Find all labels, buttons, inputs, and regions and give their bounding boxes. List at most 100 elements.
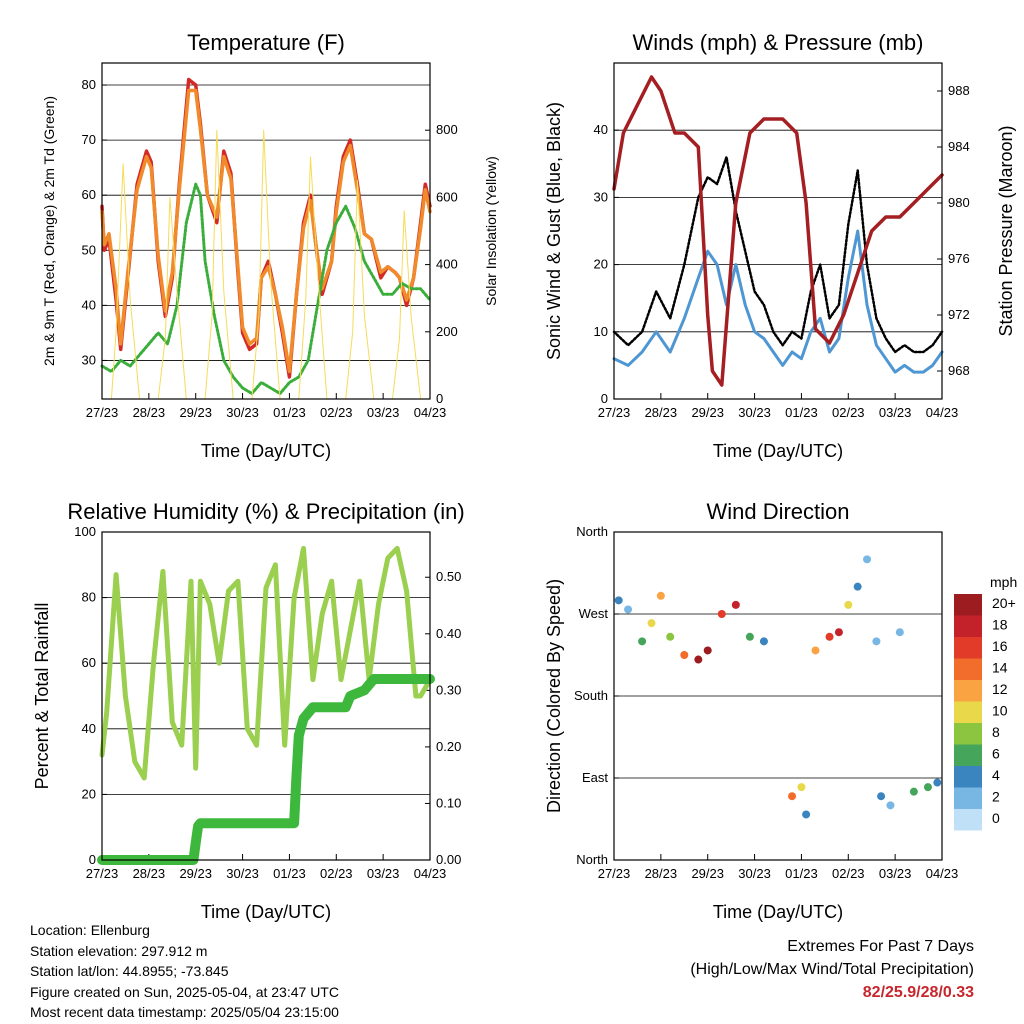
series-td	[100, 182, 432, 395]
wind-point	[680, 651, 689, 659]
legend-swatch	[954, 658, 982, 680]
wind-point	[788, 792, 797, 801]
legend-swatch	[954, 766, 982, 788]
panel-title: Temperature (F)	[187, 30, 345, 55]
y-tick-label: South	[574, 688, 608, 703]
x-tick-label: 04/23	[414, 405, 447, 420]
legend-swatch	[954, 680, 982, 702]
x-tick-label: 28/23	[133, 866, 166, 881]
legend-swatch	[954, 594, 982, 616]
y-tick-label: 80	[82, 77, 96, 92]
wind-point	[802, 810, 811, 819]
x-tick-label: 01/23	[785, 405, 818, 420]
x-tick-label: 02/23	[320, 405, 353, 420]
wind-point	[759, 637, 768, 646]
plot-frame	[101, 62, 431, 400]
y-tick-label: 30	[594, 189, 608, 204]
x-tick-label: 29/23	[179, 405, 212, 420]
extremes-subtitle: (High/Low/Max Wind/Total Precipitation)	[690, 961, 974, 978]
y-tick-label: 10	[594, 324, 608, 339]
y2-axis-label: Station Pressure (Maroon)	[996, 125, 1016, 336]
x-tick-label: 01/23	[785, 866, 818, 881]
plot-frame	[613, 62, 943, 400]
legend-swatch	[954, 637, 982, 659]
y2-tick-label: 0.00	[436, 852, 461, 867]
wind-point	[666, 632, 675, 641]
x-tick-label: 30/23	[226, 405, 259, 420]
wind-point	[656, 591, 665, 600]
x-tick-label: 28/23	[645, 405, 678, 420]
wind-point	[731, 600, 740, 609]
y-tick-label: 80	[82, 590, 96, 605]
y2-tick-label: 972	[948, 307, 970, 322]
panel-title: Wind Direction	[706, 499, 849, 524]
legend-label: 18	[992, 617, 1008, 633]
legend-label: 2	[992, 789, 1000, 805]
series-pressure	[612, 75, 944, 387]
wind-point	[923, 783, 932, 792]
legend-label: 12	[992, 681, 1008, 697]
wind-point	[825, 632, 834, 641]
x-tick-label: 04/23	[926, 866, 959, 881]
extremes-values: 82/25.9/28/0.33	[862, 984, 974, 1001]
y-tick-label: North	[576, 852, 608, 867]
extremes-box: Extremes For Past 7 Days (High/Low/Max W…	[690, 935, 974, 1004]
y-tick-label: 0	[601, 391, 608, 406]
x-tick-label: 27/23	[86, 866, 119, 881]
wind-point	[877, 792, 886, 801]
station-elevation: Station elevation: 297.912 m	[30, 942, 208, 959]
x-tick-label: 02/23	[832, 866, 865, 881]
x-tick-label: 27/23	[86, 405, 119, 420]
wind-point	[909, 787, 918, 796]
x-tick-label: 27/23	[598, 866, 631, 881]
y2-tick-label: 984	[948, 139, 970, 154]
wind-point	[717, 610, 726, 618]
y-tick-label: 20	[594, 257, 608, 272]
y2-tick-label: 988	[948, 83, 970, 98]
y-tick-label: 40	[594, 122, 608, 137]
y-tick-label: 30	[82, 352, 96, 367]
wind-point	[863, 555, 872, 564]
legend-label: 16	[992, 638, 1008, 654]
wind-point	[811, 646, 820, 655]
wind-point	[694, 655, 703, 664]
station-location: Location: Ellenburg	[30, 922, 150, 938]
panel-title: Winds (mph) & Pressure (mb)	[633, 30, 924, 55]
x-tick-label: 29/23	[691, 405, 724, 420]
legend-label: 4	[992, 767, 1000, 783]
y-axis-label: Percent & Total Rainfall	[32, 603, 52, 790]
legend-swatch	[954, 701, 982, 723]
wind-point	[647, 619, 656, 628]
wind-point	[853, 582, 862, 591]
x-tick-label: 30/23	[226, 866, 259, 881]
series-rh	[99, 545, 433, 781]
station-info: Location: Ellenburg Station elevation: 2…	[30, 920, 339, 1023]
x-tick-label: 29/23	[179, 866, 212, 881]
x-tick-label: 28/23	[133, 405, 166, 420]
x-tick-label: 28/23	[645, 866, 678, 881]
legend-label: 14	[992, 660, 1008, 676]
wind-point	[703, 646, 712, 655]
legend-swatch	[954, 809, 982, 831]
series-gust	[612, 155, 944, 354]
series-t9m	[100, 88, 432, 374]
y2-tick-label: 968	[948, 363, 970, 378]
legend-swatch	[954, 723, 982, 745]
legend-swatch	[954, 787, 982, 809]
legend-label: 10	[992, 703, 1008, 719]
series-wind	[612, 229, 944, 374]
x-axis-label: Time (Day/UTC)	[713, 441, 843, 461]
panel-winds: 0 10 20 30 40 968 972 976 980 984 988 27/23 28/23 29/…	[544, 30, 1016, 461]
y2-tick-label: 600	[436, 189, 458, 204]
x-tick-label: 03/23	[367, 866, 400, 881]
wind-point	[797, 783, 806, 792]
y2-tick-label: 0	[436, 391, 443, 406]
x-tick-label: 30/23	[738, 405, 771, 420]
y-tick-label: 40	[82, 721, 96, 736]
wind-point	[624, 605, 633, 614]
x-tick-label: 30/23	[738, 866, 771, 881]
y2-tick-label: 0.50	[436, 569, 461, 584]
x-tick-label: 27/23	[598, 405, 631, 420]
wind-point	[886, 801, 895, 810]
